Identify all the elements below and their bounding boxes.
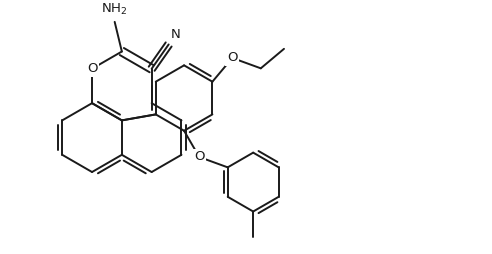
Text: N: N bbox=[171, 28, 181, 41]
Text: O: O bbox=[87, 62, 97, 75]
Text: O: O bbox=[194, 150, 205, 164]
Text: NH$_2$: NH$_2$ bbox=[101, 2, 128, 17]
Text: O: O bbox=[227, 52, 238, 65]
